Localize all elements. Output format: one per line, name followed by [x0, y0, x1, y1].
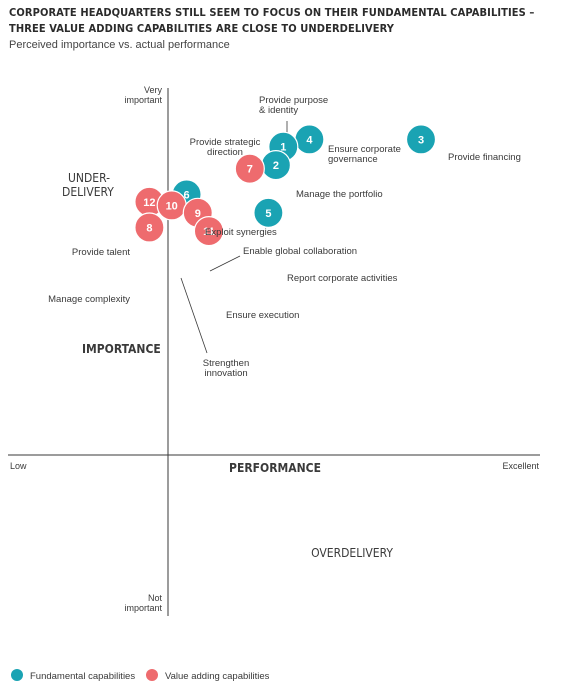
- over-delivery-label: OVERDELIVERY: [311, 546, 393, 560]
- y-axis-title: IMPORTANCE: [82, 342, 161, 356]
- point-number-1: 1: [280, 142, 286, 154]
- chart-title: CORPORATE HEADQUARTERS STILL SEEM TO FOC…: [9, 5, 569, 37]
- x-axis-title: PERFORMANCE: [229, 461, 321, 475]
- legend-marker-fundamental: [11, 669, 23, 681]
- point-number-5: 5: [265, 208, 271, 220]
- point-label-8: Manage complexity: [48, 294, 130, 305]
- point-label-3: Provide financing: [448, 152, 521, 163]
- axis-labels: Very important Not important Low Excelle…: [10, 85, 539, 613]
- legend-marker-value-adding: [146, 669, 158, 681]
- legend-label-value-adding: Value adding capabilities: [165, 671, 270, 682]
- point-number-11: 11: [203, 226, 215, 238]
- axes: [8, 88, 540, 616]
- point-number-4: 4: [306, 134, 313, 146]
- point-number-2: 2: [273, 160, 279, 172]
- point-label-1: Provide purpose: [259, 95, 328, 106]
- y-high-label-line-1: Very: [144, 85, 163, 95]
- point-label-7-line-2: direction: [207, 147, 243, 158]
- x-low-label: Low: [10, 461, 27, 471]
- point-label-4: Ensure corporate: [328, 144, 401, 155]
- point-number-12: 12: [143, 197, 155, 209]
- legend: Fundamental capabilities Value adding ca…: [11, 669, 270, 682]
- y-high-label-line-2: important: [124, 95, 162, 105]
- point-label-11: Ensure execution: [226, 310, 299, 321]
- point-label-6: Exploit synergies: [205, 227, 277, 238]
- point-number-6: 6: [184, 189, 190, 201]
- point-label-4-line-2: governance: [328, 154, 378, 165]
- point-label-5: Report corporate activities: [287, 273, 398, 284]
- point-marker-8: [134, 212, 165, 243]
- under-delivery-label-line-1: UNDER-: [68, 171, 110, 185]
- under-delivery-label-line-2: DELIVERY: [62, 185, 114, 199]
- x-high-label: Excellent: [502, 461, 539, 471]
- point-label-7: Provide strategic: [190, 137, 261, 148]
- point-label-10: Strengthen: [203, 358, 249, 369]
- point-number-10: 10: [166, 200, 178, 212]
- connector-line-10: [180, 277, 208, 354]
- chart-subtitle: Perceived importance vs. actual performa…: [9, 39, 230, 51]
- point-label-9: Enable global collaboration: [243, 246, 357, 257]
- point-marker-7: [234, 153, 265, 184]
- y-low-label-line-1: Not: [148, 593, 163, 603]
- point-labels: Provide purpose& identity Manage the port…: [48, 95, 521, 379]
- point-number-8: 8: [146, 223, 152, 235]
- point-label-2: Manage the portfolio: [296, 189, 383, 200]
- point-label-1-line-2: & identity: [259, 105, 298, 116]
- point-marker-5: [253, 197, 284, 228]
- point-marker-3: [405, 124, 437, 155]
- point-number-9: 9: [195, 208, 201, 220]
- point-label-12: Provide talent: [72, 247, 130, 258]
- connector-line-9: [209, 255, 241, 272]
- point-number-3: 3: [418, 134, 424, 146]
- point-label-10-line-2: innovation: [204, 368, 247, 379]
- y-low-label-line-2: important: [124, 603, 162, 613]
- point-marker-11: [193, 216, 224, 247]
- data-points: 3 4 12 7 5 6 12 10 9 8 11: [134, 124, 437, 247]
- point-number-7: 7: [247, 164, 253, 176]
- chart-title-line-1: CORPORATE HEADQUARTERS STILL SEEM TO FOC…: [9, 6, 535, 19]
- chart-title-line-2: THREE VALUE ADDING CAPABILITIES ARE CLOS…: [9, 22, 395, 35]
- legend-label-fundamental: Fundamental capabilities: [30, 671, 135, 682]
